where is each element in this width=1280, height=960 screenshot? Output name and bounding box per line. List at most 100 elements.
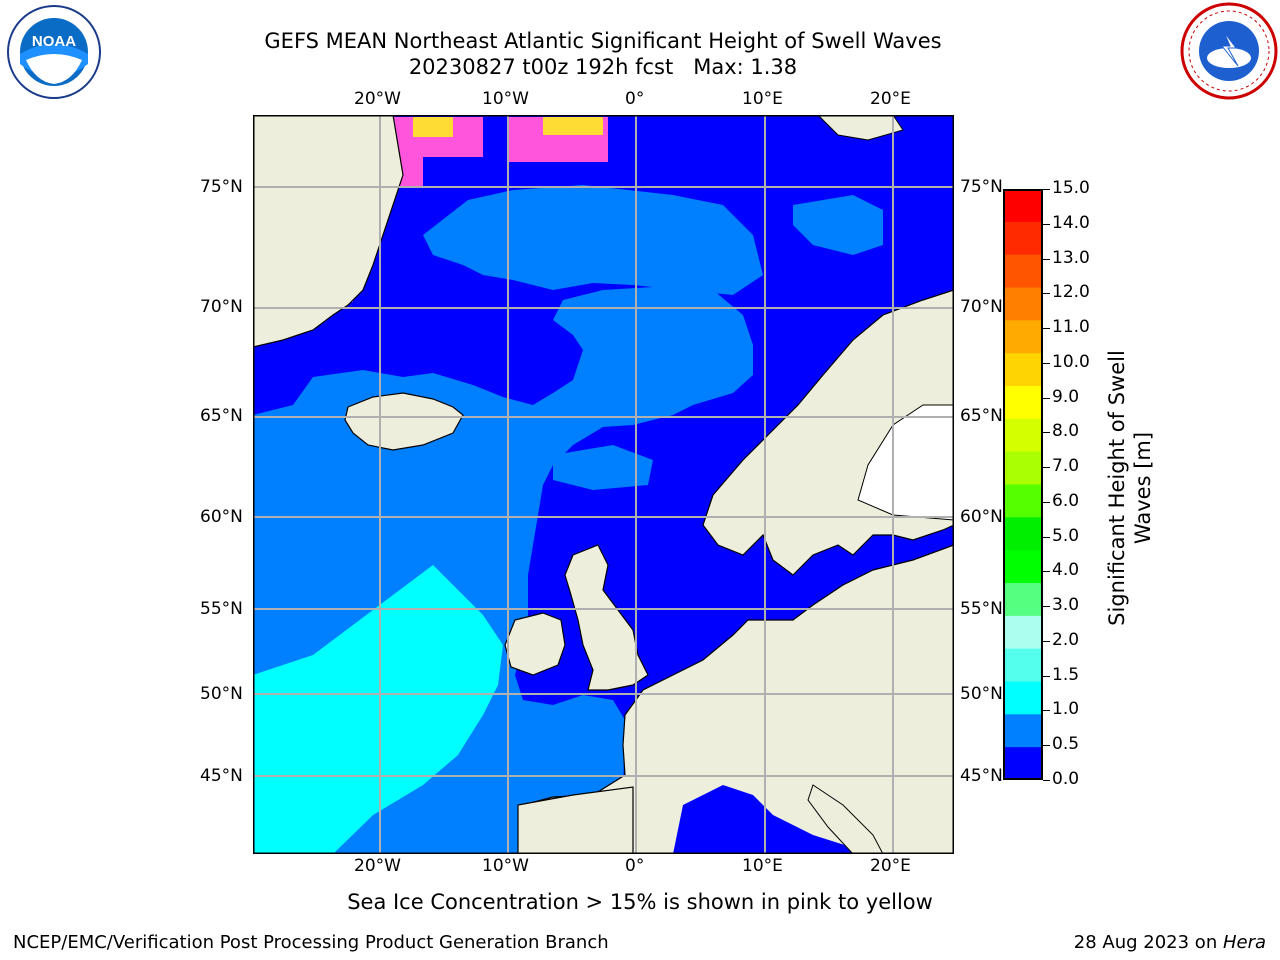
colorbar-tick-label: 15.0 — [1052, 178, 1090, 198]
colorbar-tick-mark — [1043, 467, 1050, 469]
lat-label-left-50n: 50°N — [200, 684, 243, 704]
colorbar-swatch — [1003, 320, 1043, 354]
land-great-britain — [564, 544, 649, 691]
colorbar-swatch — [1003, 221, 1043, 256]
lat-label-left-60n: 60°N — [200, 507, 243, 527]
colorbar-tick-label: 12.0 — [1052, 282, 1090, 303]
map-svg — [252, 114, 955, 855]
lat-label-left-45n: 45°N — [200, 766, 243, 786]
colorbar-swatch — [1003, 714, 1043, 748]
colorbar-tick-label: 1.0 — [1052, 699, 1080, 720]
colorbar-tick-mark — [1043, 258, 1050, 260]
lat-label-right-65n: 65°N — [960, 406, 1003, 426]
ocean-mid-east — [793, 195, 883, 255]
lon-label-top-10e: 10°E — [742, 89, 783, 109]
colorbar-swatch — [1003, 418, 1043, 453]
lat-label-right-45n: 45°N — [960, 766, 1003, 786]
colorbar-tick-label: 13.0 — [1052, 247, 1090, 268]
colorbar — [1003, 189, 1043, 781]
lat-label-left-55n: 55°N — [200, 599, 243, 619]
colorbar-swatch — [1003, 353, 1043, 387]
sea-ice-area-2 — [413, 117, 453, 137]
colorbar-tick-mark — [1043, 710, 1050, 712]
colorbar-tick-label: 0.5 — [1052, 734, 1080, 755]
colorbar-swatch — [1003, 189, 1043, 223]
colorbar-tick-mark — [1043, 675, 1050, 677]
colorbar-tick-mark — [1043, 606, 1050, 608]
colorbar-swatch — [1003, 451, 1043, 485]
colorbar-swatch — [1003, 484, 1043, 518]
footer-right-host: Hera — [1222, 932, 1266, 953]
colorbar-swatch — [1003, 517, 1043, 551]
lat-label-left-65n: 65°N — [200, 406, 243, 426]
sea-ice-note: Sea Ice Concentration > 15% is shown in … — [347, 890, 933, 914]
colorbar-tick-mark — [1043, 293, 1050, 295]
colorbar-tick-mark — [1043, 536, 1050, 538]
colorbar-tick-mark — [1043, 571, 1050, 573]
colorbar-svg — [1003, 189, 1043, 781]
colorbar-tick-label: 3.0 — [1052, 595, 1080, 616]
land-spain — [517, 786, 634, 855]
chart-subtitle: 20230827 t00z 192h fcst Max: 1.38 — [408, 55, 798, 79]
sea-ice-area-4 — [543, 117, 603, 135]
colorbar-tick-label: 5.0 — [1052, 525, 1080, 546]
land-iceland — [344, 392, 464, 451]
colorbar-tick-mark — [1043, 328, 1050, 330]
colorbar-swatch — [1003, 550, 1043, 584]
colorbar-swatch — [1003, 287, 1043, 321]
lon-label-top-10w: 10°W — [482, 89, 529, 109]
chart-title: GEFS MEAN Northeast Atlantic Significant… — [264, 29, 942, 53]
colorbar-tick-mark — [1043, 432, 1050, 434]
lon-label-top-20w: 20°W — [354, 89, 401, 109]
colorbar-tick-label: 6.0 — [1052, 490, 1080, 511]
colorbar-tick-label: 14.0 — [1052, 212, 1090, 233]
colorbar-tick-label: 1.5 — [1052, 664, 1080, 685]
land-greenland — [252, 114, 404, 348]
lat-label-left-75n: 75°N — [200, 177, 243, 197]
colorbar-tick-mark — [1043, 189, 1050, 190]
colorbar-label-line2: Waves [m] — [1131, 431, 1155, 545]
lon-label-bottom-10w: 10°W — [482, 856, 529, 876]
colorbar-tick-label: 11.0 — [1052, 317, 1090, 338]
colorbar-tick-label: 7.0 — [1052, 456, 1080, 477]
land-bothnia-white — [857, 404, 955, 521]
colorbar-tick-label: 10.0 — [1052, 351, 1090, 372]
colorbar-swatch — [1003, 583, 1043, 617]
lon-label-bottom-10e: 10°E — [742, 856, 783, 876]
colorbar-frame — [1003, 189, 1043, 780]
nws-logo — [1180, 2, 1278, 100]
lon-label-bottom-20e: 20°E — [870, 856, 911, 876]
lat-label-right-60n: 60°N — [960, 507, 1003, 527]
lat-label-right-75n: 75°N — [960, 177, 1003, 197]
colorbar-swatch — [1003, 747, 1043, 781]
colorbar-tick-mark — [1043, 640, 1050, 642]
noaa-logo: NOAA — [6, 4, 102, 100]
colorbar-tick-mark — [1043, 780, 1050, 781]
colorbar-label: Significant Height of Swell Waves [m] — [1104, 293, 1156, 683]
colorbar-tick-mark — [1043, 745, 1050, 747]
colorbar-tick-mark — [1043, 223, 1050, 225]
lon-label-top-20e: 20°E — [870, 89, 911, 109]
colorbar-tick-label: 9.0 — [1052, 386, 1080, 407]
footer-right-date: 28 Aug 2023 on — [1073, 932, 1223, 953]
lat-label-left-70n: 70°N — [200, 297, 243, 317]
land-ireland — [504, 612, 566, 676]
colorbar-tick-label: 2.0 — [1052, 629, 1080, 650]
colorbar-swatch — [1003, 681, 1043, 715]
colorbar-swatch — [1003, 648, 1043, 682]
colorbar-swatch — [1003, 386, 1043, 420]
footer-left: NCEP/EMC/Verification Post Processing Pr… — [13, 932, 609, 953]
colorbar-swatch — [1003, 615, 1043, 650]
colorbar-swatch — [1003, 254, 1043, 288]
colorbar-tick-mark — [1043, 362, 1050, 364]
sea-mediterranean — [673, 785, 873, 854]
colorbar-tick-label: 8.0 — [1052, 421, 1080, 442]
graticule — [253, 115, 954, 854]
map-panel — [252, 114, 955, 855]
svg-text:NOAA: NOAA — [32, 33, 76, 50]
ocean-high-region — [253, 565, 503, 854]
lat-label-right-50n: 50°N — [960, 684, 1003, 704]
colorbar-tick-label: 0.0 — [1052, 769, 1080, 789]
colorbar-ticks: 15.0 14.0 13.0 12.0 11.0 10.0 9.0 8.0 7.0 6.0 5.0 4… — [1043, 178, 1112, 789]
lat-label-right-70n: 70°N — [960, 297, 1003, 317]
